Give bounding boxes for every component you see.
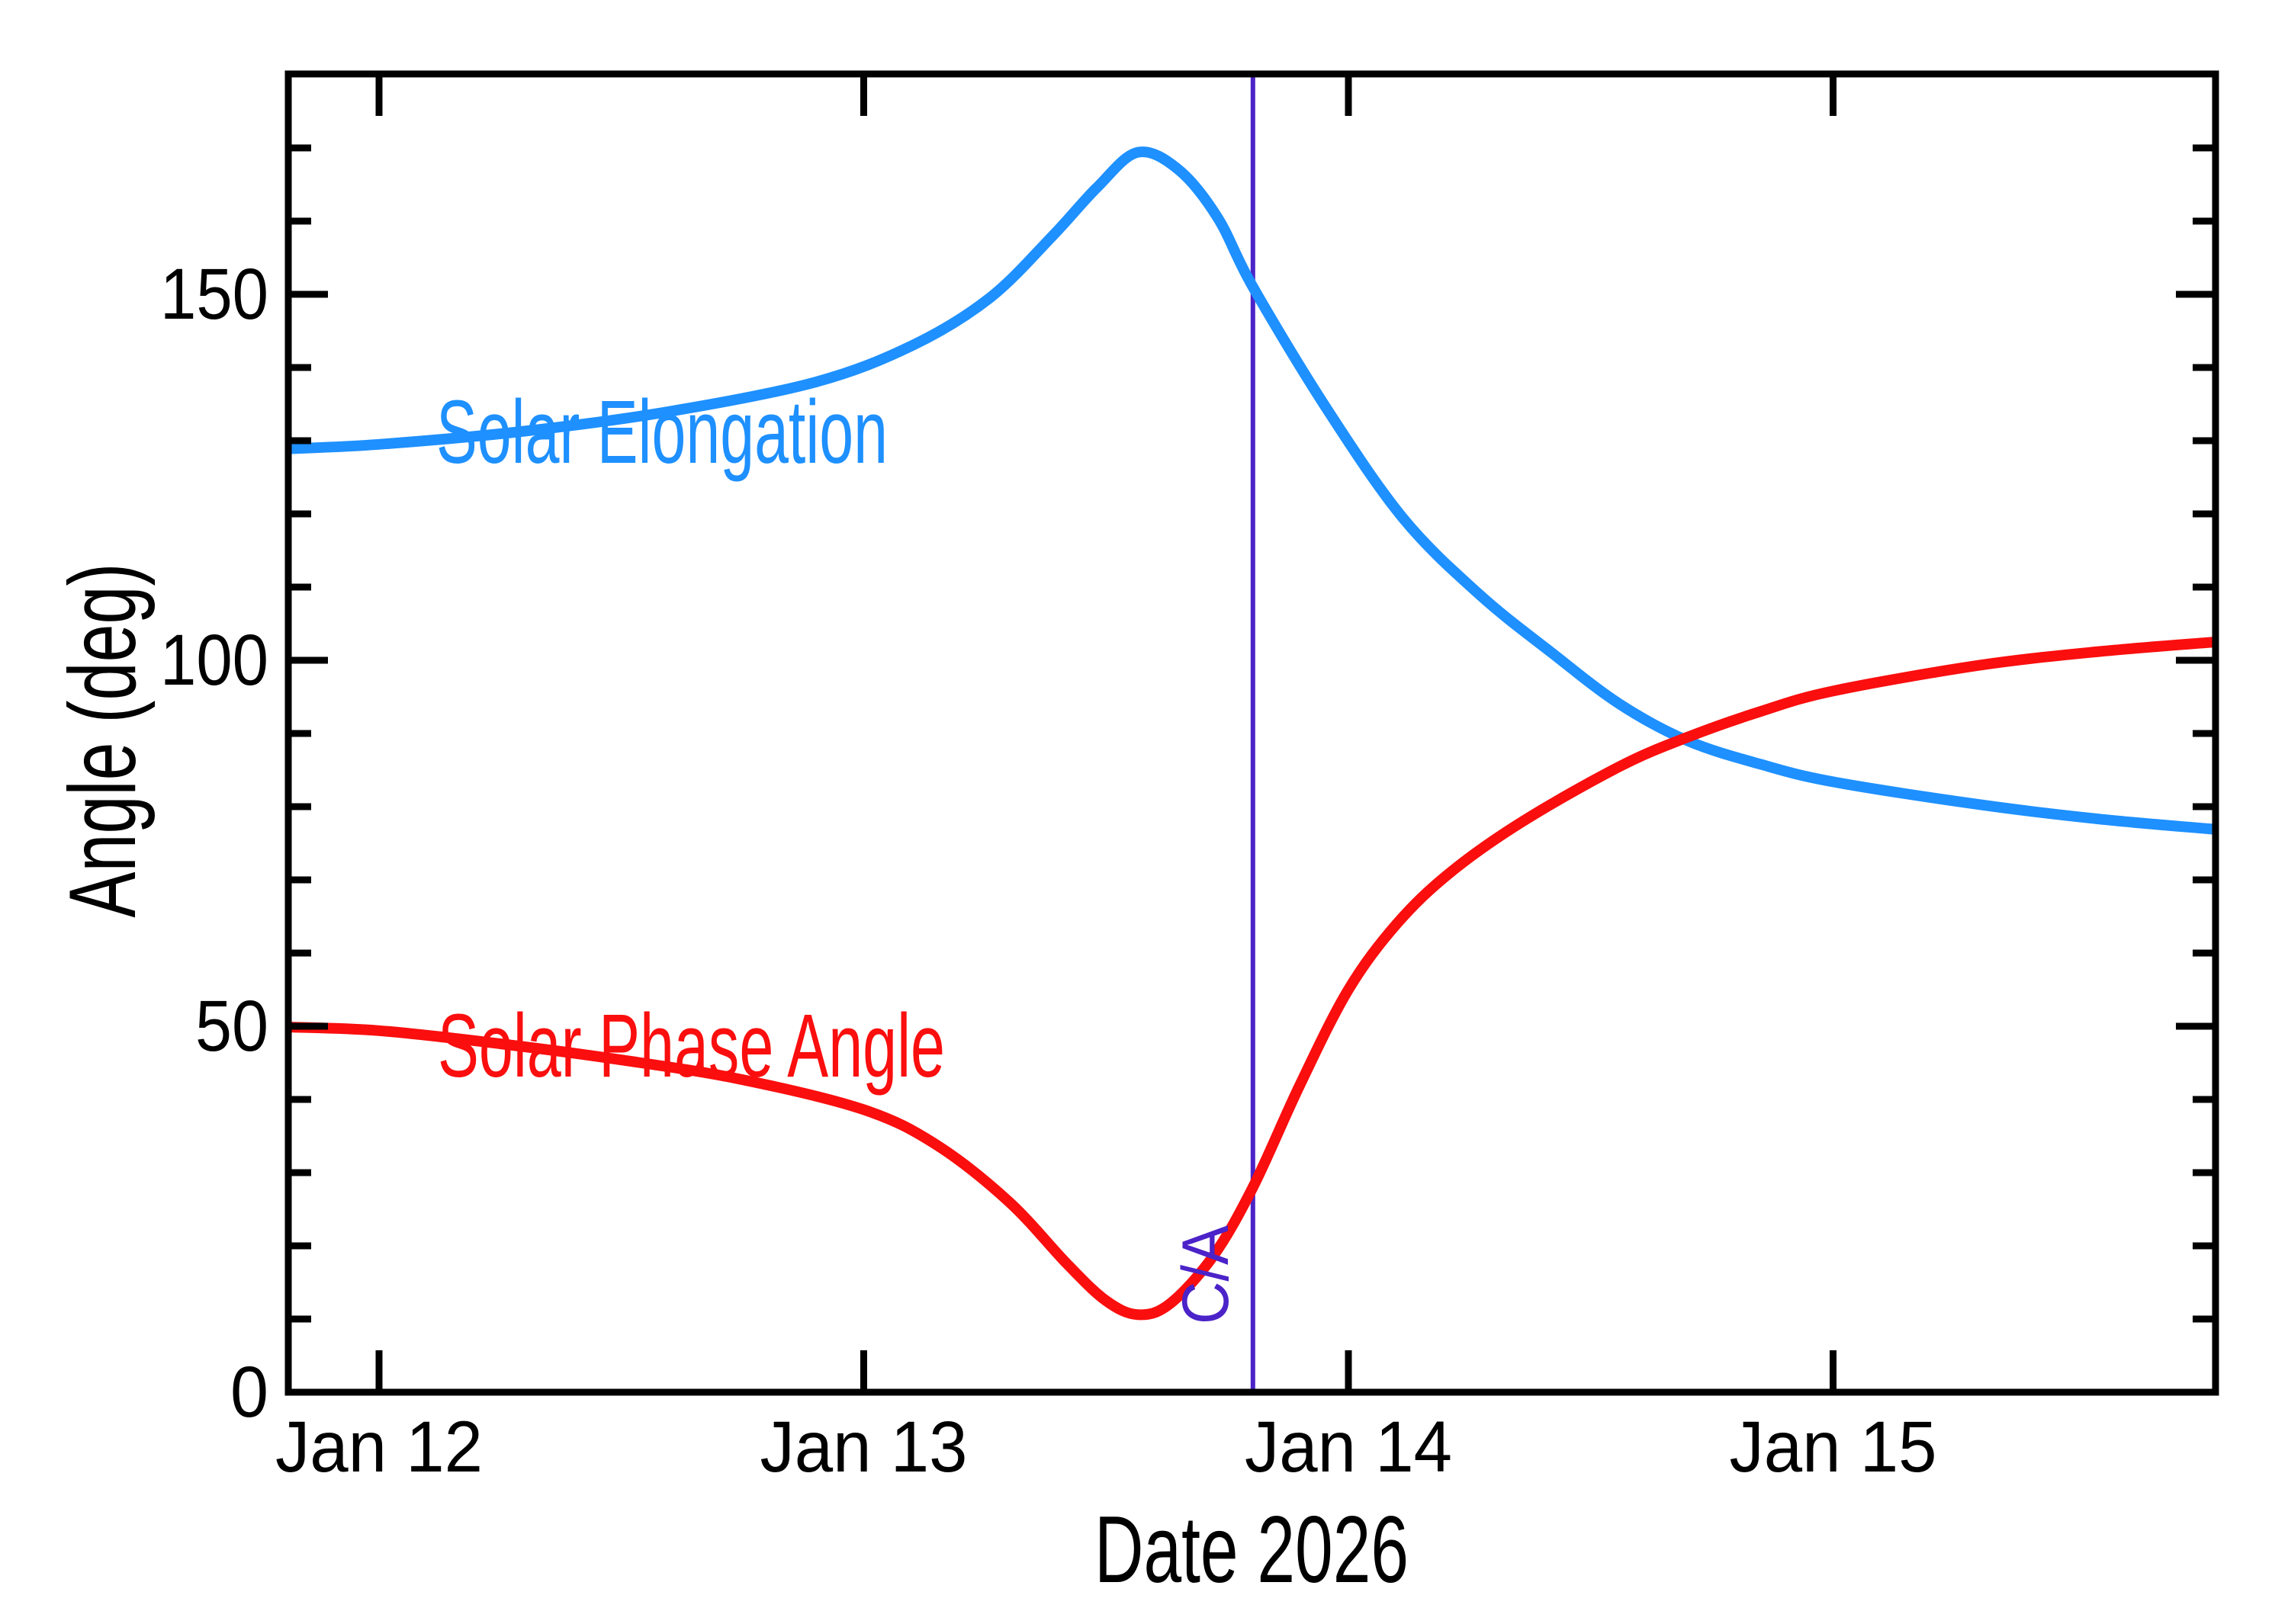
solar-elongation-curve-label: Solar Elongation — [436, 382, 888, 483]
close-approach-label: C/A — [1169, 1224, 1242, 1324]
y-tick-label: 150 — [160, 254, 268, 335]
x-tick-label: Jan 13 — [760, 1407, 968, 1488]
x-axis-title: Date 2026 — [1094, 1497, 1409, 1603]
axis-ticks — [288, 74, 2216, 1392]
solar-phase-angle-curve — [288, 637, 2216, 1321]
data-curves — [288, 146, 2216, 1321]
x-tick-label: Jan 14 — [1245, 1407, 1452, 1488]
x-tick-label: Jan 15 — [1730, 1407, 1937, 1488]
y-tick-label-zero: 0 — [230, 1352, 268, 1433]
y-axis-title: Angle (deg) — [50, 563, 156, 918]
solar-phase-angle-curve-label: Solar Phase Angle — [438, 996, 945, 1096]
solar-elongation-curve — [288, 146, 2216, 835]
x-tick-label: Jan 12 — [275, 1407, 483, 1488]
y-tick-label: 50 — [195, 986, 268, 1067]
y-tick-label: 100 — [160, 620, 268, 701]
